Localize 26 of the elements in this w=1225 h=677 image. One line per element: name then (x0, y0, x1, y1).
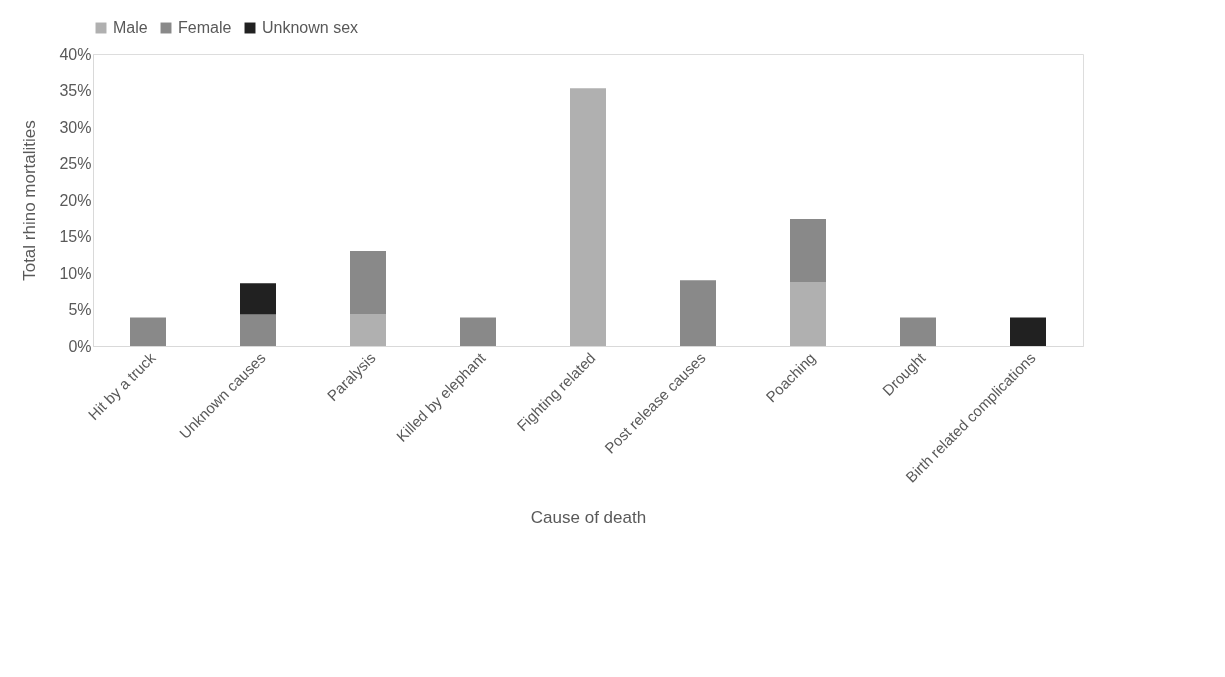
y-tick-label: 25% (59, 155, 92, 172)
bar (240, 314, 276, 346)
bar (460, 317, 496, 346)
y-tick-label: 35% (59, 82, 92, 99)
y-axis-title: Total rhino mortalities (20, 120, 40, 281)
bar (570, 88, 606, 346)
x-axis-title: Cause of death (530, 508, 647, 528)
bar (1010, 317, 1046, 346)
y-tick-label: 0% (68, 337, 92, 355)
bar (790, 218, 826, 283)
bar (680, 280, 716, 346)
bar (350, 314, 386, 346)
bar (350, 251, 386, 315)
bar (790, 282, 826, 346)
y-tick-label: 10% (59, 264, 92, 282)
y-tick-label: 20% (59, 191, 92, 209)
bar (900, 317, 936, 346)
bar (240, 283, 276, 315)
y-tick-label: 40% (59, 45, 92, 63)
y-tick-label: 5% (68, 301, 92, 318)
legend-label: Female (178, 19, 232, 36)
y-tick-label: 15% (59, 228, 92, 245)
legend-label: Unknown sex (262, 19, 359, 36)
y-tick-label: 30% (59, 118, 92, 136)
bar (130, 317, 166, 346)
legend-label: Male (113, 19, 148, 36)
